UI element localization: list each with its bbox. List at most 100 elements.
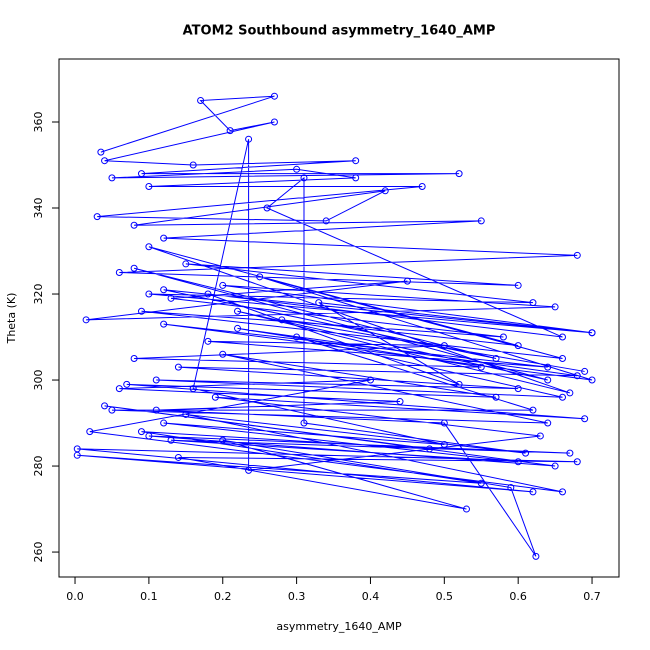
data-point bbox=[492, 393, 500, 401]
data-point bbox=[529, 488, 537, 496]
x-tick-label: 0.3 bbox=[288, 590, 306, 603]
data-point bbox=[86, 428, 94, 436]
x-tick-label: 0.1 bbox=[140, 590, 158, 603]
data-point bbox=[455, 380, 463, 388]
data-point bbox=[204, 337, 212, 345]
x-tick-label: 0.4 bbox=[362, 590, 380, 603]
x-tick-label: 0.7 bbox=[583, 590, 601, 603]
data-point bbox=[352, 157, 360, 165]
data-point bbox=[581, 367, 589, 375]
data-point bbox=[558, 355, 566, 363]
data-point bbox=[160, 419, 168, 427]
data-point bbox=[138, 170, 146, 178]
data-point bbox=[167, 436, 175, 444]
data-point bbox=[477, 363, 485, 371]
data-point bbox=[544, 419, 552, 427]
data-point bbox=[588, 376, 596, 384]
data-point bbox=[396, 398, 404, 406]
data-point bbox=[440, 419, 448, 427]
plot-frame bbox=[58, 58, 620, 578]
data-point bbox=[130, 221, 138, 229]
data-point bbox=[234, 307, 242, 315]
x-tick-label: 0.6 bbox=[509, 590, 527, 603]
data-point bbox=[182, 410, 190, 418]
data-point bbox=[270, 118, 278, 126]
data-point bbox=[315, 299, 323, 307]
data-point bbox=[499, 333, 507, 341]
data-point bbox=[115, 385, 123, 393]
data-point bbox=[278, 316, 286, 324]
data-point bbox=[82, 316, 90, 324]
data-point bbox=[197, 97, 205, 105]
data-point bbox=[322, 217, 330, 225]
data-point bbox=[514, 385, 522, 393]
data-point bbox=[418, 183, 426, 191]
data-point bbox=[551, 462, 559, 470]
data-point bbox=[455, 170, 463, 178]
data-point bbox=[462, 505, 470, 513]
data-point bbox=[352, 174, 360, 182]
data-point bbox=[189, 161, 197, 169]
data-point bbox=[204, 290, 212, 298]
data-point bbox=[381, 187, 389, 195]
x-tick-label: 0.0 bbox=[66, 590, 84, 603]
data-point bbox=[101, 402, 109, 410]
data-point bbox=[152, 376, 160, 384]
y-tick-label: 340 bbox=[32, 198, 45, 219]
data-point bbox=[566, 449, 574, 457]
y-tick-label: 260 bbox=[32, 542, 45, 563]
data-point bbox=[226, 127, 234, 135]
data-point bbox=[544, 376, 552, 384]
data-point bbox=[536, 432, 544, 440]
data-point bbox=[300, 174, 308, 182]
y-tick-label: 360 bbox=[32, 112, 45, 133]
data-point bbox=[293, 165, 301, 173]
data-point bbox=[219, 436, 227, 444]
data-point bbox=[211, 393, 219, 401]
data-point bbox=[270, 92, 278, 100]
x-tick-label: 0.2 bbox=[214, 590, 232, 603]
data-point bbox=[492, 355, 500, 363]
data-point bbox=[123, 380, 131, 388]
data-point bbox=[529, 406, 537, 414]
data-point bbox=[588, 329, 596, 337]
y-tick-label: 280 bbox=[32, 456, 45, 477]
data-point bbox=[93, 213, 101, 221]
y-tick-label: 300 bbox=[32, 370, 45, 391]
data-point bbox=[160, 234, 168, 242]
data-point bbox=[477, 479, 485, 487]
data-point bbox=[573, 372, 581, 380]
data-point bbox=[245, 466, 253, 474]
data-point bbox=[507, 484, 515, 492]
y-tick-label: 320 bbox=[32, 284, 45, 305]
data-point bbox=[174, 363, 182, 371]
data-point bbox=[366, 376, 374, 384]
data-point bbox=[263, 204, 271, 212]
y-axis-label: Theta (K) bbox=[5, 293, 18, 345]
data-point bbox=[130, 355, 138, 363]
x-axis-label: asymmetry_1640_AMP bbox=[276, 620, 402, 633]
data-point bbox=[130, 264, 138, 272]
data-point bbox=[514, 342, 522, 350]
data-point bbox=[219, 350, 227, 358]
data-point bbox=[145, 243, 153, 251]
data-point bbox=[522, 449, 530, 457]
data-point bbox=[300, 419, 308, 427]
data-point bbox=[145, 432, 153, 440]
data-point bbox=[573, 458, 581, 466]
data-point bbox=[145, 183, 153, 191]
data-point bbox=[558, 488, 566, 496]
data-point bbox=[440, 441, 448, 449]
data-point bbox=[573, 251, 581, 259]
data-point bbox=[529, 299, 537, 307]
data-point bbox=[219, 281, 227, 289]
data-point bbox=[544, 363, 552, 371]
data-point bbox=[293, 333, 301, 341]
data-point bbox=[101, 157, 109, 165]
data-point bbox=[138, 307, 146, 315]
data-point bbox=[160, 320, 168, 328]
data-point bbox=[115, 269, 123, 277]
data-point bbox=[256, 273, 264, 281]
data-point bbox=[426, 445, 434, 453]
data-point bbox=[108, 174, 116, 182]
